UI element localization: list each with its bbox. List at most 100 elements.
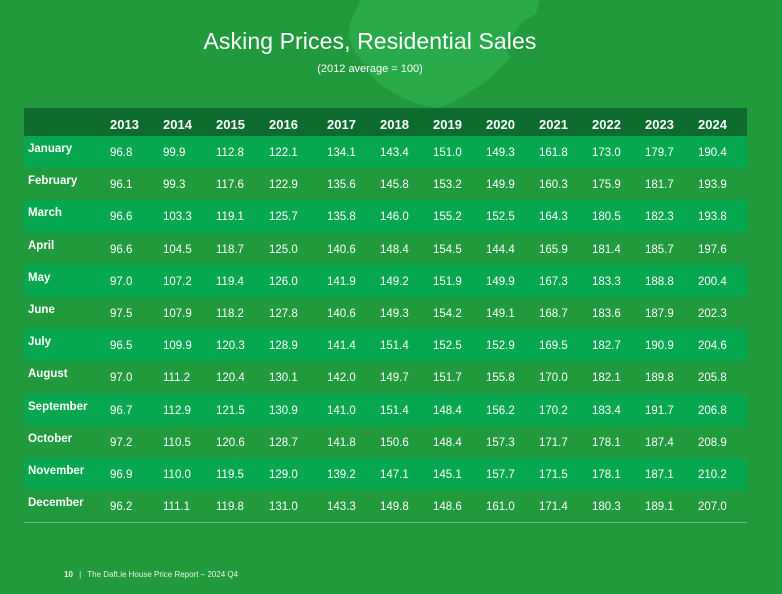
report-name: The Daft.ie House Price Report – 2024 Q4 [87, 570, 239, 579]
index-value-cell: 190.9 [645, 340, 674, 353]
month-label: April [28, 239, 55, 252]
asking-prices-table-container: 2013 2014 2015 2016 2017 2018 2019 2020 2021 2022… [24, 108, 747, 523]
index-value-cell: 151.9 [433, 275, 462, 288]
index-value-cell: 191.7 [645, 404, 674, 417]
index-value-cell: 160.3 [539, 179, 568, 192]
index-value-cell: 112.8 [216, 147, 244, 160]
index-value-cell: 178.1 [592, 468, 621, 481]
index-value-cell: 110.5 [163, 436, 191, 449]
index-value-cell: 139.2 [327, 468, 356, 481]
index-value-cell: 142.0 [327, 372, 356, 385]
index-value-cell: 164.3 [539, 211, 568, 224]
year-header-2023: 2023 [645, 117, 674, 132]
year-header-2020: 2020 [486, 117, 515, 132]
index-value-cell: 96.8 [110, 147, 133, 160]
index-value-cell: 189.8 [645, 372, 674, 385]
index-value-cell: 103.3 [163, 211, 192, 224]
month-label: January [28, 143, 73, 155]
index-value-cell: 141.4 [327, 340, 356, 353]
index-value-cell: 173.0 [592, 147, 621, 160]
index-value-cell: 135.8 [327, 211, 356, 224]
index-value-cell: 117.6 [216, 179, 244, 192]
index-value-cell: 193.9 [698, 179, 727, 192]
index-value-cell: 140.6 [327, 308, 356, 321]
index-value-cell: 148.6 [433, 500, 462, 513]
index-value-cell: 149.9 [486, 179, 515, 192]
index-value-cell: 120.3 [216, 340, 245, 353]
index-value-cell: 145.1 [433, 468, 462, 481]
ireland-map-graphic [348, 0, 540, 108]
index-value-cell: 134.1 [327, 147, 356, 160]
table-row: September 96.7 112.9 121.5 130.9 141.0 151.4 14… [24, 393, 747, 426]
page-number: 10 [64, 570, 73, 579]
index-value-cell: 151.7 [433, 372, 462, 385]
index-value-cell: 99.3 [163, 179, 186, 192]
year-header-2022: 2022 [592, 117, 621, 132]
index-value-cell: 206.8 [698, 404, 727, 417]
index-value-cell: 97.2 [110, 436, 133, 449]
index-value-cell: 104.5 [163, 243, 192, 256]
index-value-cell: 188.8 [645, 275, 674, 288]
index-value-cell: 149.3 [486, 147, 515, 160]
year-header-2018: 2018 [380, 117, 409, 132]
index-value-cell: 197.6 [698, 243, 727, 256]
month-label: December [28, 497, 84, 510]
month-label: February [28, 175, 78, 188]
index-value-cell: 161.0 [486, 500, 515, 513]
footer-separator: | [79, 570, 82, 579]
index-value-cell: 204.6 [698, 340, 727, 353]
index-value-cell: 143.4 [380, 147, 409, 160]
table-row: May 97.0 107.2 119.4 126.0 141.9 149.2 151.9 149… [24, 264, 747, 297]
index-value-cell: 183.6 [592, 308, 621, 321]
index-value-cell: 107.2 [163, 275, 192, 288]
index-value-cell: 112.9 [163, 404, 191, 417]
index-value-cell: 96.1 [110, 179, 133, 192]
year-header-2016: 2016 [269, 117, 298, 132]
page-title: Asking Prices, Residential Sales [203, 28, 537, 54]
index-value-cell: 149.8 [380, 500, 409, 513]
index-value-cell: 167.3 [539, 275, 568, 288]
index-value-cell: 143.3 [327, 500, 356, 513]
index-value-cell: 151.4 [380, 404, 409, 417]
index-value-cell: 125.7 [269, 211, 298, 224]
index-value-cell: 109.9 [163, 340, 192, 353]
index-value-cell: 96.2 [110, 500, 133, 513]
index-value-cell: 181.7 [645, 179, 674, 192]
year-header-2014: 2014 [163, 117, 192, 132]
index-value-cell: 110.0 [163, 468, 191, 481]
index-value-cell: 130.1 [269, 372, 298, 385]
year-header-2015: 2015 [216, 117, 245, 132]
index-value-cell: 152.9 [486, 340, 515, 353]
index-value-cell: 141.9 [327, 275, 356, 288]
index-value-cell: 141.8 [327, 436, 356, 449]
index-value-cell: 170.2 [539, 404, 568, 417]
index-value-cell: 119.4 [216, 275, 244, 288]
year-header-2013: 2013 [110, 117, 139, 132]
index-value-cell: 161.8 [539, 147, 568, 160]
index-value-cell: 127.8 [269, 308, 298, 321]
index-value-cell: 207.0 [698, 500, 727, 513]
index-value-cell: 154.2 [433, 308, 462, 321]
year-header-2021: 2021 [539, 117, 568, 132]
asking-prices-table: 2013 2014 2015 2016 2017 2018 2019 2020 2021 2022… [24, 108, 747, 523]
index-value-cell: 148.4 [380, 243, 409, 256]
index-value-cell: 147.1 [380, 468, 409, 481]
index-value-cell: 150.6 [380, 436, 409, 449]
index-value-cell: 157.7 [486, 468, 515, 481]
table-row: June 97.5 107.9 118.2 127.8 140.6 149.3 154.2 14… [24, 296, 747, 330]
month-column-header [24, 108, 110, 136]
index-value-cell: 193.8 [698, 211, 727, 224]
index-value-cell: 118.2 [216, 308, 244, 321]
year-header-2017: 2017 [327, 117, 356, 132]
index-value-cell: 152.5 [433, 340, 462, 353]
index-value-cell: 97.5 [110, 308, 133, 321]
index-value-cell: 182.3 [645, 211, 674, 224]
index-value-cell: 119.8 [216, 500, 244, 513]
table-row: December 96.2 111.1 119.8 131.0 143.3 149.8 148… [24, 490, 747, 523]
index-value-cell: 126.0 [269, 275, 298, 288]
index-value-cell: 187.1 [645, 468, 674, 481]
index-value-cell: 187.9 [645, 308, 674, 321]
table-row: August 97.0 111.2 120.4 130.1 142.0 149.7 151.7… [24, 361, 747, 394]
index-value-cell: 180.5 [592, 211, 621, 224]
index-value-cell: 185.7 [645, 243, 674, 256]
